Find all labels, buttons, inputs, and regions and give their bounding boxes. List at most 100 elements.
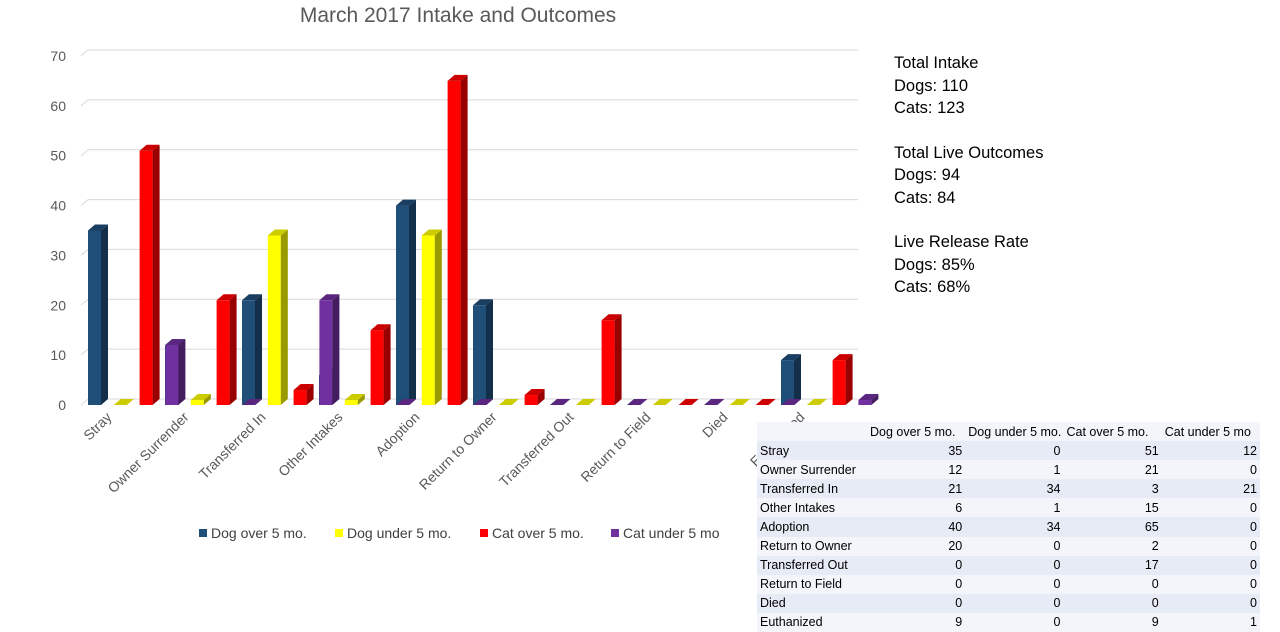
bar-top — [396, 199, 416, 206]
bar-top — [832, 354, 853, 361]
table-row: Owner Surrender 12 1 21 0 — [757, 460, 1260, 480]
legend-label: Cat over 5 mo. — [492, 525, 584, 541]
y-tick-label: 40 — [50, 198, 66, 214]
table-row: Stray 35 0 51 12 — [757, 441, 1260, 461]
table-cell: 0 — [1161, 498, 1260, 518]
bar-side — [357, 394, 365, 405]
bar-side — [101, 224, 108, 405]
x-tick-label: Other Intakes — [275, 409, 346, 480]
legend-item: Cat under 5 mo — [611, 525, 720, 541]
table-cell: 0 — [1161, 517, 1260, 537]
x-tick-label: Transferred In — [196, 409, 269, 482]
bar-front — [344, 400, 358, 405]
table-cell: 21 — [1161, 479, 1260, 499]
table-cell: 35 — [867, 441, 966, 461]
bar-side — [332, 294, 340, 405]
table-cell: 0 — [965, 536, 1064, 556]
table-row-label: Euthanized — [757, 612, 867, 632]
table-cell: 15 — [1063, 498, 1162, 518]
bar — [652, 399, 673, 405]
bar-top — [88, 224, 108, 231]
bar-top — [729, 399, 750, 405]
bar-top — [447, 74, 468, 81]
bar-side — [794, 354, 801, 405]
table-row-label: Adoption — [757, 517, 867, 537]
legend-swatch — [335, 529, 343, 537]
bar-side — [280, 229, 288, 405]
table-cell: 1 — [965, 460, 1064, 480]
bar-front — [858, 400, 872, 405]
y-tick-label: 20 — [50, 297, 66, 313]
bar — [755, 399, 776, 405]
bar-top — [575, 399, 596, 405]
release-rate-dogs: Dogs: 85% — [894, 255, 975, 274]
bar-top — [781, 354, 801, 361]
bar — [113, 399, 134, 405]
table-row: Other Intakes 6 1 15 0 — [757, 498, 1260, 518]
x-tick-label: Owner Surrender — [104, 409, 191, 496]
release-rate-heading: Live Release Rate — [894, 233, 1029, 251]
table-cell: 0 — [867, 593, 966, 613]
table-cell: 0 — [1063, 593, 1162, 613]
bar — [88, 224, 108, 405]
bar-top — [165, 339, 186, 346]
legend-item: Cat over 5 mo. — [480, 525, 584, 541]
table-cell: 17 — [1063, 555, 1162, 575]
data-table: Dog over 5 mo. Dog under 5 mo. Cat over … — [757, 422, 1260, 632]
bar-front — [473, 305, 486, 405]
x-tick-label: Adoption — [372, 409, 422, 459]
bar — [396, 399, 417, 405]
legend-item: Dog under 5 mo. — [335, 525, 451, 541]
table-cell: 12 — [1161, 441, 1260, 461]
table-cell: 34 — [965, 517, 1064, 537]
bar-side — [409, 199, 416, 405]
bar-front — [88, 230, 101, 405]
table-cell: 0 — [867, 555, 966, 575]
table-row: Euthanized 9 0 9 1 — [757, 612, 1260, 632]
bar — [293, 384, 314, 405]
table-row: Adoption 40 34 65 0 — [757, 517, 1260, 537]
live-outcomes-heading: Total Live Outcomes — [894, 143, 1044, 162]
bar — [396, 199, 416, 405]
table-cell: 0 — [1161, 555, 1260, 575]
bar-side — [845, 354, 853, 405]
bars — [88, 74, 879, 405]
bar-top — [498, 399, 519, 405]
grid-line — [80, 99, 89, 107]
bar-top — [113, 399, 134, 405]
bar — [190, 394, 211, 405]
table-row-label: Died — [757, 593, 867, 613]
bar-side — [178, 339, 186, 405]
bar — [550, 399, 571, 405]
bar-top — [806, 399, 827, 405]
bar — [216, 294, 237, 405]
bar-front — [447, 80, 461, 405]
bar-front — [524, 395, 538, 405]
bar-side — [434, 229, 442, 405]
table-cell: 1 — [1161, 612, 1260, 632]
bar-front — [267, 235, 281, 405]
bar-top — [704, 399, 725, 405]
bar-top — [396, 399, 417, 405]
bar — [267, 229, 288, 405]
table-cell: 1 — [965, 498, 1064, 518]
bar — [678, 399, 699, 405]
bar-front — [601, 320, 615, 405]
x-tick-label: Stray — [80, 409, 114, 443]
bar — [139, 144, 160, 405]
table-cell: 0 — [965, 593, 1064, 613]
table-cell: 0 — [965, 441, 1064, 461]
legend-swatch — [611, 529, 619, 537]
table-row-label: Transferred In — [757, 479, 867, 499]
table-row-label: Transferred Out — [757, 555, 867, 575]
bar — [704, 399, 725, 405]
table-row-label: Owner Surrender — [757, 460, 867, 480]
bar-front — [242, 300, 255, 405]
total-intake-cats: Cats: 123 — [894, 99, 965, 117]
bar-top — [267, 229, 288, 236]
bar-front — [421, 235, 435, 405]
bar-side — [614, 314, 622, 405]
table-cell: 0 — [1063, 574, 1162, 594]
bar — [473, 299, 493, 405]
